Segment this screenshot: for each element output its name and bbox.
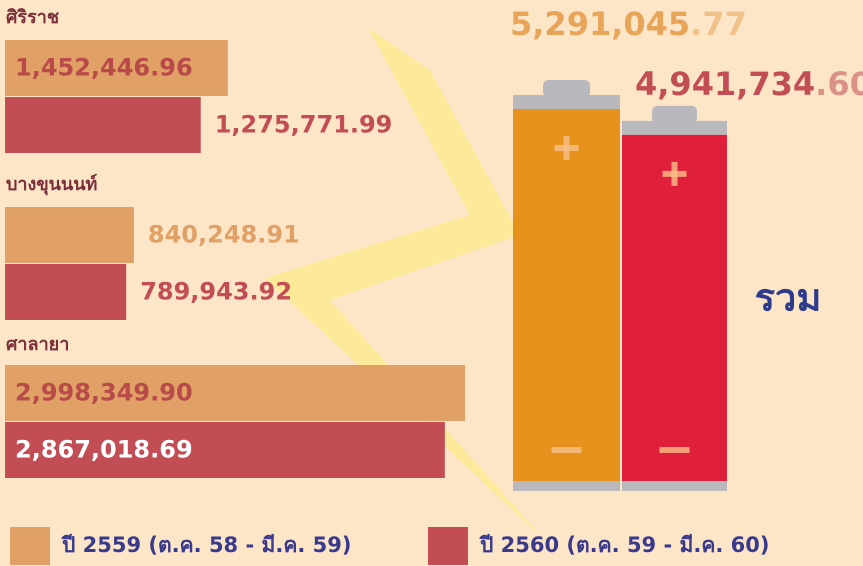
battery-base (513, 481, 620, 491)
value-label: 1,275,771.99 (215, 111, 393, 139)
value-label: 1,452,446.96 (15, 54, 193, 82)
value-label: 840,248.91 (148, 221, 300, 249)
total-value-label: 4,941,734.60 (635, 65, 863, 103)
infographic: รวม ศิริราช 1,452,446.96 1,275,771.99 บางขุ… (0, 0, 863, 566)
minus (660, 447, 690, 453)
legend-label: ปี 2559 (ต.ค. 58 - มี.ค. 59) (60, 533, 351, 557)
minus (552, 447, 582, 453)
plus-v (564, 136, 570, 160)
battery (622, 135, 727, 487)
battery-cap (652, 106, 697, 123)
bar (5, 207, 134, 263)
bar (5, 97, 201, 153)
category-label: ศิริราช (6, 7, 59, 28)
category-label: บางขุนนนท์ (6, 173, 97, 196)
bar (5, 264, 126, 320)
battery-cap (543, 80, 590, 97)
battery-band (622, 121, 727, 135)
battery-band (513, 95, 620, 109)
legend-label: ปี 2560 (ต.ค. 59 - มี.ค. 60) (478, 533, 769, 557)
total-label: รวม (755, 276, 822, 320)
total-value-label: 5,291,045.77 (510, 5, 747, 43)
value-label: 2,867,018.69 (15, 436, 193, 464)
plus-v (672, 162, 678, 186)
category-label: ศาลายา (6, 334, 69, 355)
legend-swatch (428, 527, 468, 565)
battery (513, 109, 620, 487)
value-label: 2,998,349.90 (15, 379, 193, 407)
value-label: 789,943.92 (140, 278, 292, 306)
battery-base (622, 481, 727, 491)
legend-swatch (10, 527, 50, 565)
